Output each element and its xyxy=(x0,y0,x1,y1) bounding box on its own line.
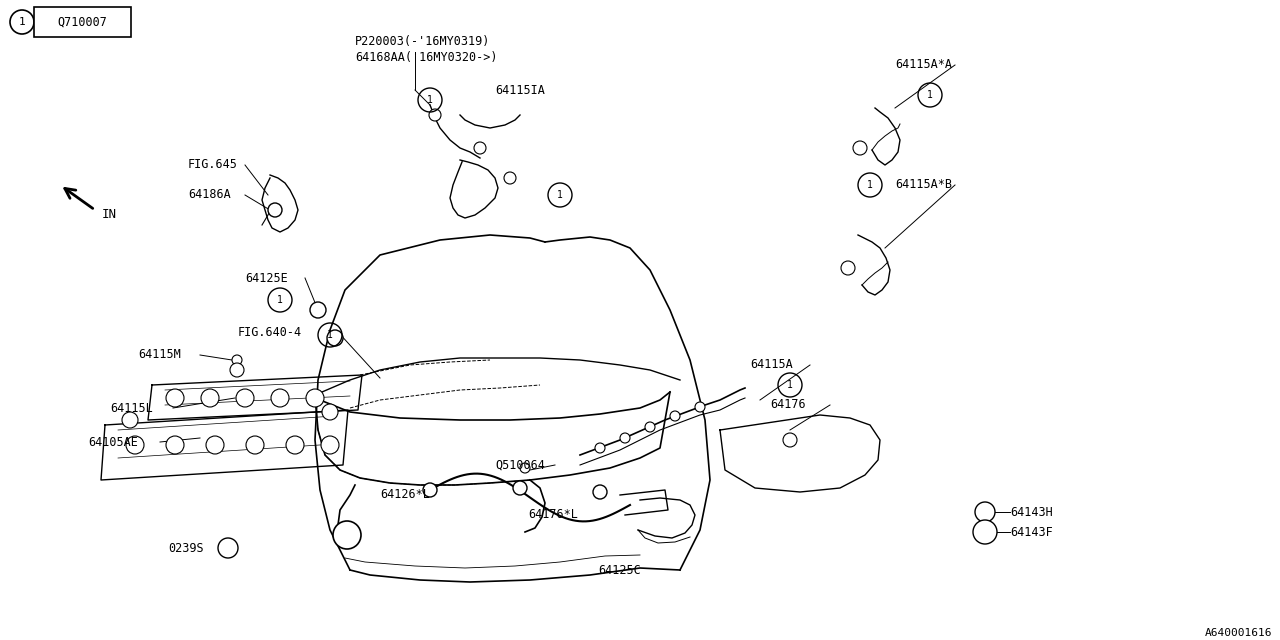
Circle shape xyxy=(429,109,442,121)
Circle shape xyxy=(669,411,680,421)
Text: 1: 1 xyxy=(428,95,433,105)
Circle shape xyxy=(595,443,605,453)
Text: A640001616: A640001616 xyxy=(1204,628,1272,638)
Circle shape xyxy=(206,436,224,454)
Text: 64186A: 64186A xyxy=(188,189,230,202)
Circle shape xyxy=(166,436,184,454)
Circle shape xyxy=(230,363,244,377)
Text: 64168AA('16MY0320->): 64168AA('16MY0320->) xyxy=(355,51,498,65)
Circle shape xyxy=(321,436,339,454)
Polygon shape xyxy=(101,410,348,480)
Text: 64143F: 64143F xyxy=(1010,525,1052,538)
Text: 1: 1 xyxy=(328,330,333,340)
Text: 1: 1 xyxy=(927,90,933,100)
Circle shape xyxy=(271,389,289,407)
Text: FIG.645: FIG.645 xyxy=(188,159,238,172)
Text: 1: 1 xyxy=(19,17,26,27)
Circle shape xyxy=(122,412,138,428)
Circle shape xyxy=(645,422,655,432)
Text: IN: IN xyxy=(102,209,116,221)
Circle shape xyxy=(841,261,855,275)
Circle shape xyxy=(513,481,527,495)
Text: 64143H: 64143H xyxy=(1010,506,1052,518)
Text: 64115IA: 64115IA xyxy=(495,83,545,97)
Circle shape xyxy=(166,389,184,407)
Circle shape xyxy=(232,355,242,365)
Circle shape xyxy=(326,330,343,346)
Circle shape xyxy=(310,302,326,318)
Circle shape xyxy=(246,436,264,454)
Circle shape xyxy=(236,389,253,407)
Circle shape xyxy=(268,203,282,217)
Text: 64115A: 64115A xyxy=(750,358,792,371)
Circle shape xyxy=(306,389,324,407)
Text: 64126*L: 64126*L xyxy=(380,488,430,502)
Circle shape xyxy=(125,436,143,454)
Text: 0239S: 0239S xyxy=(168,541,204,554)
Text: 64115A*B: 64115A*B xyxy=(895,179,952,191)
Circle shape xyxy=(201,389,219,407)
Circle shape xyxy=(975,502,995,522)
Circle shape xyxy=(852,141,867,155)
Circle shape xyxy=(620,433,630,443)
Text: P220003(-'16MY0319): P220003(-'16MY0319) xyxy=(355,35,490,49)
Circle shape xyxy=(520,463,530,473)
Text: 1: 1 xyxy=(867,180,873,190)
Circle shape xyxy=(593,485,607,499)
Polygon shape xyxy=(719,415,881,492)
Circle shape xyxy=(783,433,797,447)
Polygon shape xyxy=(148,375,362,420)
FancyBboxPatch shape xyxy=(35,7,131,37)
Circle shape xyxy=(333,521,361,549)
Circle shape xyxy=(474,142,486,154)
Circle shape xyxy=(695,402,705,412)
Text: 64115M: 64115M xyxy=(138,349,180,362)
Text: 1: 1 xyxy=(557,190,563,200)
Circle shape xyxy=(504,172,516,184)
Circle shape xyxy=(218,538,238,558)
Text: 64115A*A: 64115A*A xyxy=(895,58,952,72)
Text: 64176: 64176 xyxy=(771,399,805,412)
Text: 64125C: 64125C xyxy=(598,563,641,577)
Text: 64115L: 64115L xyxy=(110,401,152,415)
Text: FIG.640-4: FIG.640-4 xyxy=(238,326,302,339)
Text: 1: 1 xyxy=(787,380,792,390)
Circle shape xyxy=(285,436,305,454)
Circle shape xyxy=(973,520,997,544)
Circle shape xyxy=(323,404,338,420)
Text: 64125E: 64125E xyxy=(244,271,288,285)
Text: 64176*L: 64176*L xyxy=(529,509,577,522)
Circle shape xyxy=(422,483,436,497)
Text: Q510064: Q510064 xyxy=(495,458,545,472)
Text: 1: 1 xyxy=(276,295,283,305)
Text: Q710007: Q710007 xyxy=(58,15,108,29)
Text: 64105AE: 64105AE xyxy=(88,435,138,449)
